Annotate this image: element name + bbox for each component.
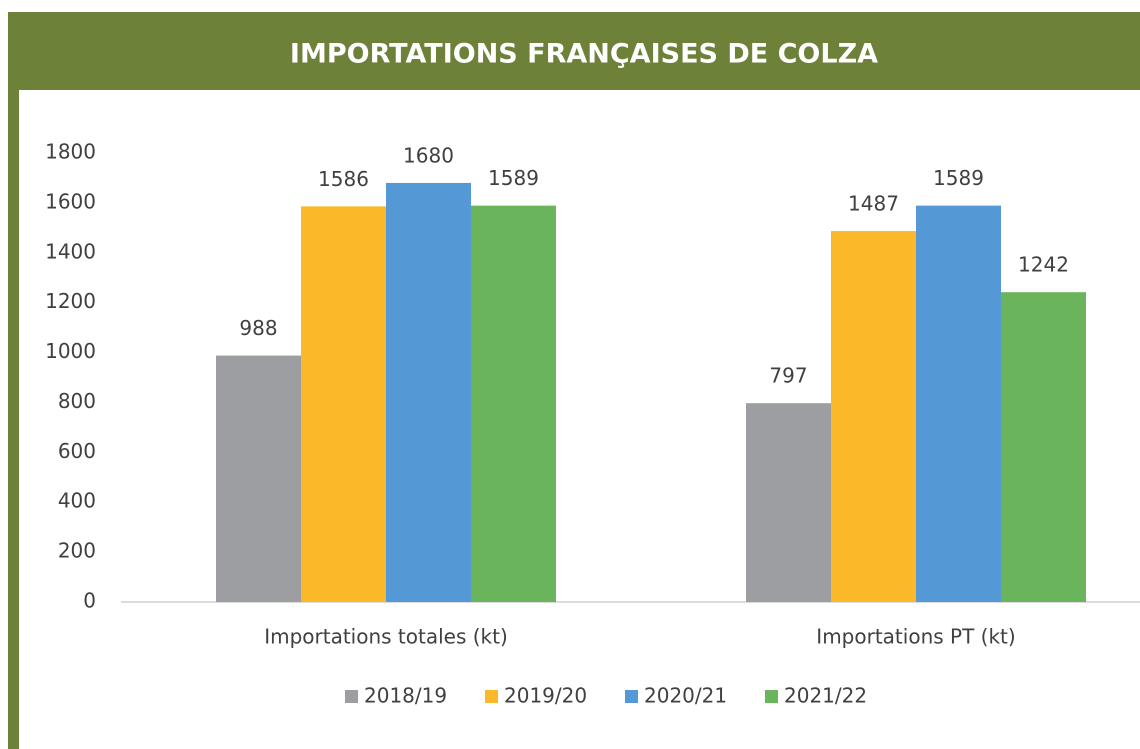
data-label: 1586 <box>318 167 369 191</box>
legend-label: 2020/21 <box>644 684 727 708</box>
y-tick-label: 1400 <box>45 239 96 263</box>
bar <box>471 205 556 602</box>
header-band <box>8 12 1140 90</box>
bar <box>216 355 301 602</box>
legend-label: 2019/20 <box>504 684 587 708</box>
data-label: 1487 <box>848 192 899 216</box>
left-border <box>8 90 19 749</box>
data-label: 1680 <box>403 143 454 167</box>
y-tick-label: 0 <box>83 589 96 613</box>
bar <box>831 231 916 602</box>
data-label: 1589 <box>488 166 539 190</box>
bar <box>746 403 831 602</box>
data-label: 797 <box>769 364 807 388</box>
y-tick-label: 1000 <box>45 339 96 363</box>
data-label: 1242 <box>1018 253 1069 277</box>
y-tick-label: 1600 <box>45 189 96 213</box>
legend-label: 2021/22 <box>784 684 867 708</box>
bar <box>386 182 471 602</box>
x-tick-label: Importations PT (kt) <box>816 625 1015 649</box>
data-label: 988 <box>239 316 277 340</box>
y-tick-label: 800 <box>58 389 96 413</box>
bar <box>301 206 386 602</box>
legend-swatch <box>625 690 638 703</box>
bar <box>916 205 1001 602</box>
legend-swatch <box>485 690 498 703</box>
chart-title: IMPORTATIONS FRANÇAISES DE COLZA <box>290 39 878 70</box>
legend-swatch <box>345 690 358 703</box>
y-tick-label: 1200 <box>45 289 96 313</box>
legend-label: 2018/19 <box>364 684 447 708</box>
x-tick-label: Importations totales (kt) <box>264 625 508 649</box>
y-tick-label: 600 <box>58 439 96 463</box>
y-tick-label: 400 <box>58 489 96 513</box>
y-tick-label: 200 <box>58 539 96 563</box>
legend-swatch <box>765 690 778 703</box>
y-tick-label: 1800 <box>45 140 96 164</box>
data-label: 1589 <box>933 166 984 190</box>
bar <box>1001 292 1086 602</box>
